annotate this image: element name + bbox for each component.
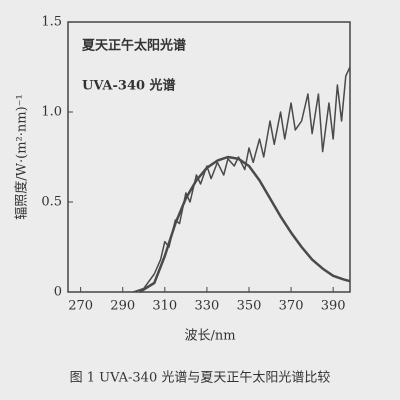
y-tick-label: 0 [54, 285, 62, 300]
y-axis-label: 辐照度/W·(m²·nm)⁻¹ [14, 94, 30, 219]
series-line [138, 155, 351, 294]
x-tick-label: 310 [152, 299, 177, 314]
plot-frame [67, 21, 351, 293]
legend-label: 夏天正午太阳光谱 [81, 38, 186, 54]
x-tick-label: 290 [110, 299, 135, 314]
series-line [132, 66, 351, 293]
y-tick-label: 1.5 [41, 15, 62, 30]
y-tick-label: 1.0 [41, 105, 62, 120]
caption: 图 1 UVA-340 光谱与夏天正午太阳光谱比较 [70, 371, 331, 386]
x-tick-label: 270 [68, 299, 93, 314]
x-axis-label: 波长/nm [184, 329, 235, 344]
x-tick-label: 330 [194, 299, 219, 314]
x-tick-label: 350 [237, 299, 262, 314]
x-tick-label: 370 [279, 299, 304, 314]
x-tick-label: 390 [321, 299, 346, 314]
y-tick-label: 0.5 [41, 195, 62, 210]
legend-label: UVA-340 光谱 [82, 78, 176, 94]
